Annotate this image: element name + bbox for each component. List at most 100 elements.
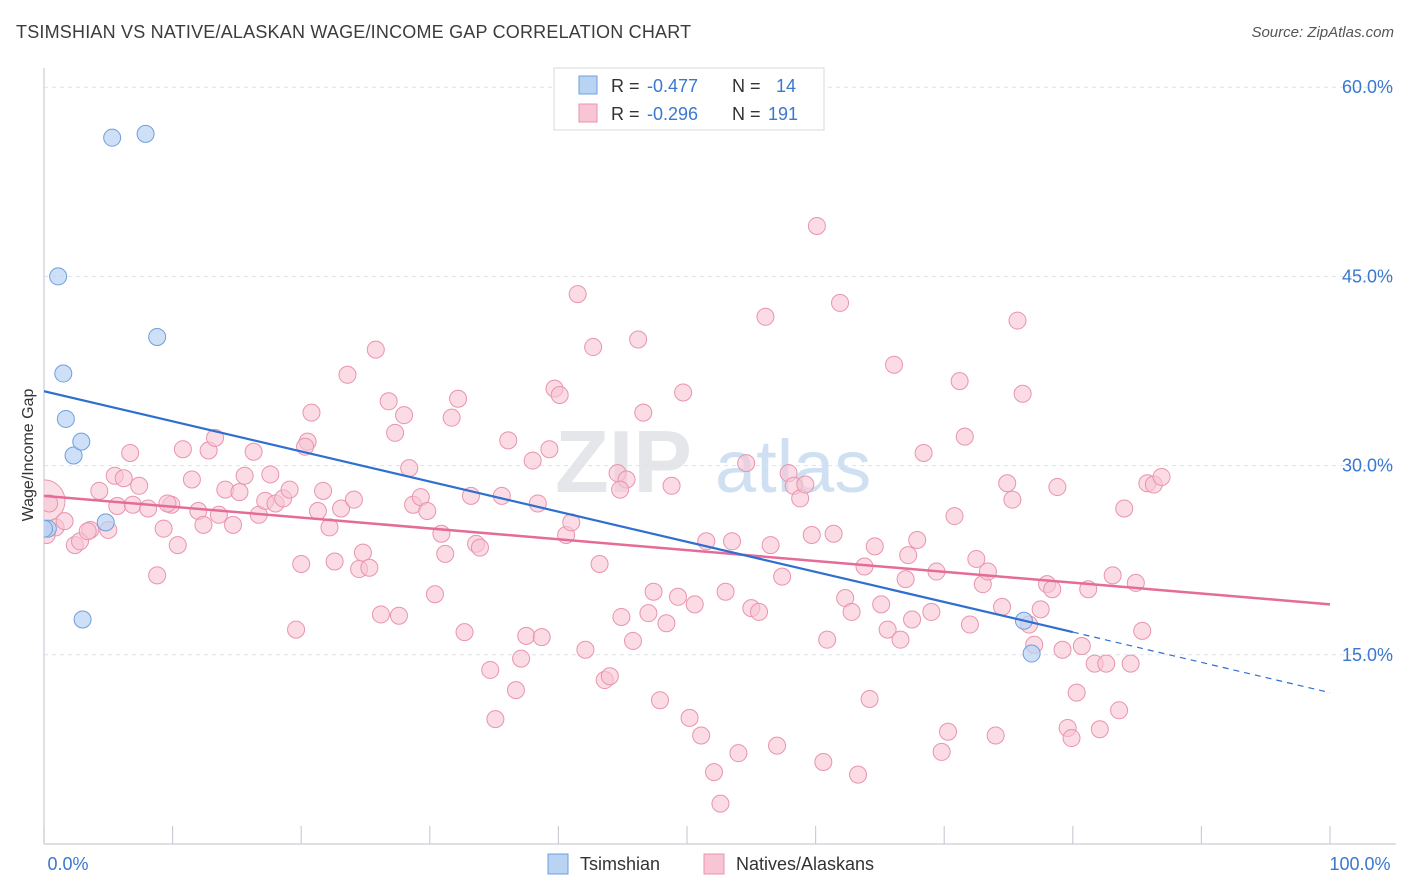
legend-r-label-1: R = [611, 76, 640, 96]
natives-alaskans-point [1115, 499, 1134, 518]
natives-alaskans-point [209, 505, 228, 524]
natives-alaskans-point [1013, 384, 1032, 403]
natives-alaskans-point [950, 372, 969, 391]
tsimshian-point [49, 267, 68, 286]
natives-alaskans-point [425, 585, 444, 604]
natives-alaskans-point [1031, 600, 1050, 619]
natives-alaskans-point [338, 365, 357, 384]
natives-alaskans-point [1110, 701, 1129, 720]
natives-alaskans-point [173, 440, 192, 459]
natives-alaskans-point [389, 606, 408, 625]
natives-alaskans-point [1062, 729, 1081, 748]
natives-alaskans-point [908, 531, 927, 550]
natives-alaskans-point [680, 708, 699, 727]
natives-alaskans-point [332, 499, 351, 518]
natives-alaskans-point [1053, 640, 1072, 659]
natives-alaskans-point [325, 552, 344, 571]
tsimshian-point [1022, 644, 1041, 663]
natives-alaskans-point [528, 494, 547, 513]
legend-n-label-1: N = [732, 76, 761, 96]
tsimshian-point [148, 327, 167, 346]
natives-alaskans-point [1048, 478, 1067, 497]
axes [43, 68, 1396, 845]
tsimshian-point [73, 610, 92, 629]
tsimshian-point [44, 519, 53, 538]
natives-alaskans-point [400, 459, 419, 478]
natives-alaskans-point [978, 562, 997, 581]
natives-alaskans-point [796, 475, 815, 494]
natives-alaskans-point [540, 440, 559, 459]
natives-alaskans-point [78, 522, 97, 541]
natives-alaskans-point [657, 614, 676, 633]
y-tick-labels: 15.0% 30.0% 45.0% 60.0% [1342, 77, 1393, 665]
natives-alaskans-point [807, 216, 826, 235]
natives-alaskans-point [716, 582, 735, 601]
natives-alaskans-point [600, 667, 619, 686]
natives-alaskans-point [818, 630, 837, 649]
natives-alaskans-point [711, 794, 730, 813]
tsimshian-points [44, 124, 1041, 663]
x-tick-label-max: 100.0% [1329, 854, 1390, 874]
natives-alaskans-point [523, 451, 542, 470]
natives-alaskans-point [280, 480, 299, 499]
natives-alaskans-point [506, 681, 525, 700]
natives-alaskans-point [960, 615, 979, 634]
natives-alaskans-point [353, 543, 372, 562]
natives-alaskans-point [108, 496, 127, 515]
natives-alaskans-point [945, 507, 964, 526]
natives-alaskans-point [576, 640, 595, 659]
tsimshian-point [54, 364, 73, 383]
legend-swatch-tsimshian [578, 75, 598, 95]
natives-alaskans-point [885, 355, 904, 374]
natives-alaskans-point [998, 474, 1017, 493]
y-tick-label: 30.0% [1342, 456, 1393, 476]
natives-alaskans-point [761, 536, 780, 555]
natives-alaskans-point [865, 537, 884, 556]
natives-alaskans-point [287, 620, 306, 639]
tsimshian-trend-line [44, 390, 1074, 634]
natives-alaskans-point [292, 554, 311, 573]
natives-alaskans-point [436, 544, 455, 563]
natives-alaskans-point [993, 597, 1012, 616]
natives-alaskans-point [1090, 720, 1109, 739]
tsimshian-point [72, 432, 91, 451]
tsimshian-trend-extension [1072, 631, 1331, 694]
x-tick-label-min: 0.0% [47, 854, 88, 874]
natives-alaskans-point [235, 466, 254, 485]
natives-alaskans-point [261, 465, 280, 484]
source-credit: Source: ZipAtlas.com [1251, 24, 1394, 41]
tsimshian-point [96, 513, 115, 532]
natives-alaskans-point [314, 481, 333, 500]
natives-alaskans-point [692, 726, 711, 745]
natives-alaskans-point [644, 582, 663, 601]
natives-alaskans-point [168, 536, 187, 555]
natives-alaskans-point [206, 428, 225, 447]
natives-alaskans-point [1152, 467, 1171, 486]
natives-alaskans-point [590, 554, 609, 573]
natives-alaskans-point [224, 515, 243, 534]
natives-alaskans-points [44, 216, 1171, 813]
natives-alaskans-point [550, 385, 569, 404]
natives-alaskans-point [158, 494, 177, 513]
natives-alaskans-point [729, 744, 748, 763]
natives-alaskans-point [512, 649, 531, 668]
natives-alaskans-point [899, 546, 918, 565]
x-ticks [43, 826, 1331, 844]
legend-n-label-2: N = [732, 104, 761, 124]
natives-alaskans-point [395, 406, 414, 425]
tsimshian-point [136, 124, 155, 143]
natives-alaskans-point [768, 736, 787, 755]
natives-alaskans-point [148, 566, 167, 585]
stats-legend: R = -0.477 N = 14 R = -0.296 N = 191 [553, 67, 825, 131]
natives-alaskans-point [532, 628, 551, 647]
natives-alaskans-point [130, 476, 149, 495]
natives-alaskans-point [903, 610, 922, 629]
series-legend-label-natives: Natives/Alaskans [736, 854, 874, 874]
natives-alaskans-point [1121, 654, 1140, 673]
natives-alaskans-point [470, 538, 489, 557]
series-legend-swatch-tsimshian [547, 853, 569, 875]
legend-swatch-natives [578, 103, 598, 123]
natives-alaskans-point [1067, 683, 1086, 702]
natives-alaskans-point [1043, 580, 1062, 599]
natives-alaskans-point [1103, 566, 1122, 585]
